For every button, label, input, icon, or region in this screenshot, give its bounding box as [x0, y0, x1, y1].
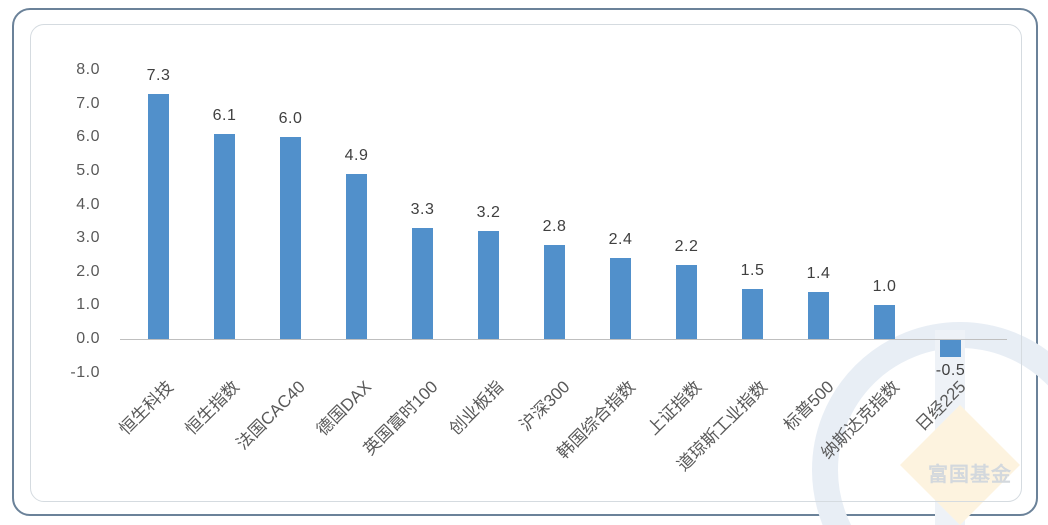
bar [808, 291, 829, 339]
bar-value-label: 6.0 [278, 110, 303, 128]
x-axis-line [120, 339, 1007, 340]
bar-value-label: 1.4 [806, 264, 831, 282]
y-tick-label: 4.0 [76, 195, 100, 213]
bar-value-label: 6.1 [212, 107, 237, 125]
bar [940, 340, 961, 357]
bar [214, 134, 235, 339]
bar [280, 137, 301, 339]
y-tick-label: 5.0 [76, 162, 100, 179]
bar-value-label: 3.3 [410, 201, 435, 219]
watermark-text: 富国基金 [928, 464, 1012, 486]
bar-value-label: 2.8 [542, 217, 567, 235]
bar-value-label: 3.2 [476, 204, 501, 222]
y-tick-label: -1.0 [70, 363, 100, 381]
y-tick-label: 7.0 [76, 94, 100, 112]
y-tick-label: 2.0 [76, 262, 100, 280]
bar-value-label: -0.5 [935, 361, 966, 379]
bar [346, 174, 367, 339]
bar-value-label: 2.4 [608, 231, 633, 249]
bar [676, 265, 697, 339]
y-tick-label: 3.0 [76, 229, 100, 247]
y-tick-label: 8.0 [76, 61, 100, 79]
y-tick-label: 1.0 [76, 296, 100, 314]
bar-value-label: 7.3 [146, 66, 171, 84]
bar [610, 258, 631, 339]
bar [874, 305, 895, 339]
bar [742, 288, 763, 339]
bar [148, 93, 169, 339]
chart-panel [30, 24, 1022, 502]
bar-value-label: 2.2 [674, 238, 699, 256]
bar [412, 228, 433, 339]
bar-value-label: 4.9 [344, 147, 369, 165]
y-tick-label: 6.0 [76, 128, 100, 146]
bar-value-label: 1.0 [872, 278, 897, 296]
y-tick-label: 0.0 [76, 330, 100, 347]
bar [544, 244, 565, 339]
bar [478, 231, 499, 339]
bar-value-label: 1.5 [740, 261, 765, 279]
